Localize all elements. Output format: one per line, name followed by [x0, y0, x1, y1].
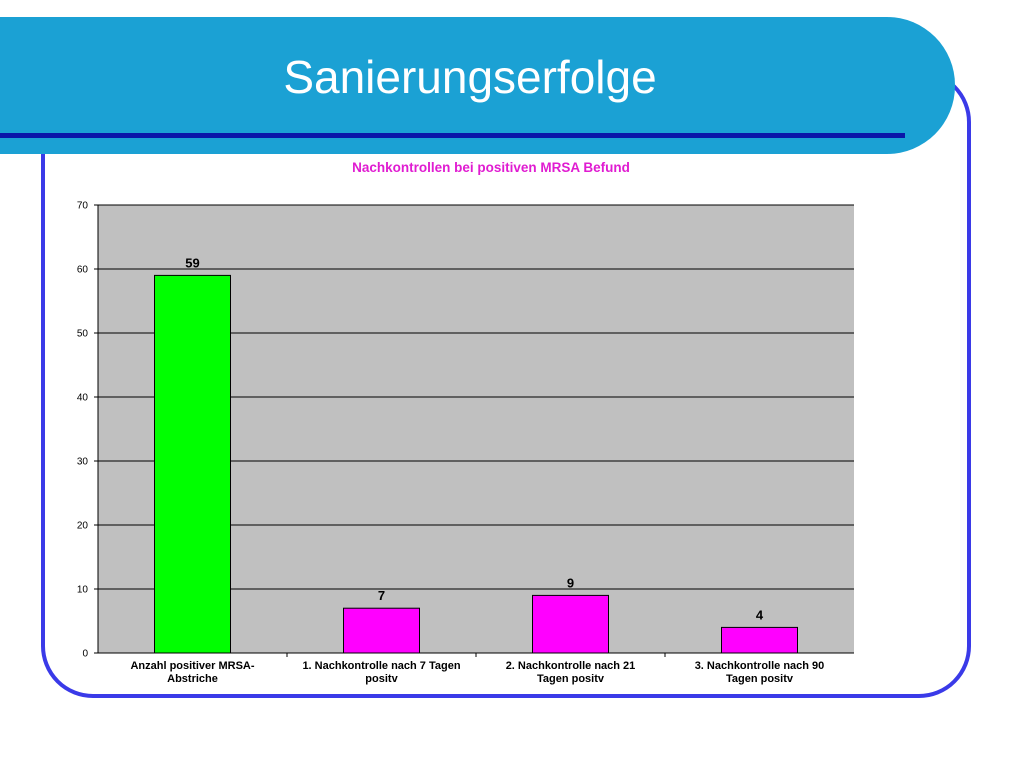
y-tick-label: 30 — [77, 457, 89, 468]
x-tick-label-line: 3. Nachkontrolle nach 90 — [694, 660, 825, 672]
y-tick-label: 40 — [77, 393, 89, 404]
chart-title: Nachkontrollen bei positiven MRSA Befund — [352, 160, 630, 175]
data-label: 7 — [378, 588, 385, 603]
data-label: 4 — [756, 607, 764, 622]
x-tick-label-line: Tagen positv — [536, 673, 605, 685]
y-tick-label: 20 — [77, 521, 89, 532]
y-tick-label: 10 — [77, 585, 89, 596]
slide-header — [0, 17, 955, 154]
y-tick-label: 70 — [77, 201, 89, 212]
y-tick-label: 50 — [77, 329, 89, 340]
x-tick-label: 1. Nachkontrolle nach 7 Tagen positv — [292, 660, 472, 686]
x-tick-label-line: Tagen positv — [725, 673, 794, 685]
x-tick-label-line: positv — [365, 673, 398, 685]
bar — [532, 594, 609, 654]
y-tick-label: 60 — [77, 265, 89, 276]
slide-title: Sanierungserfolge — [283, 51, 657, 103]
bar — [154, 274, 231, 654]
data-label: 59 — [185, 255, 199, 270]
header-divider — [0, 133, 905, 138]
x-tick-label-line: Anzahl positiver MRSA- — [130, 660, 255, 672]
data-label: 9 — [567, 575, 574, 590]
x-tick-label-line: Abstriche — [167, 673, 218, 685]
bar — [721, 626, 798, 654]
bar — [343, 607, 420, 654]
x-tick-label-line: 1. Nachkontrolle nach 7 Tagen — [302, 660, 461, 672]
x-tick-label: 3. Nachkontrolle nach 90 Tagen positv — [670, 660, 850, 686]
y-tick-label: 0 — [82, 649, 88, 660]
x-tick-label-line: 2. Nachkontrolle nach 21 — [505, 660, 636, 672]
x-tick-label: Anzahl positiver MRSA- Abstriche — [103, 660, 283, 686]
x-tick-label: 2. Nachkontrolle nach 21 Tagen positv — [481, 660, 661, 686]
